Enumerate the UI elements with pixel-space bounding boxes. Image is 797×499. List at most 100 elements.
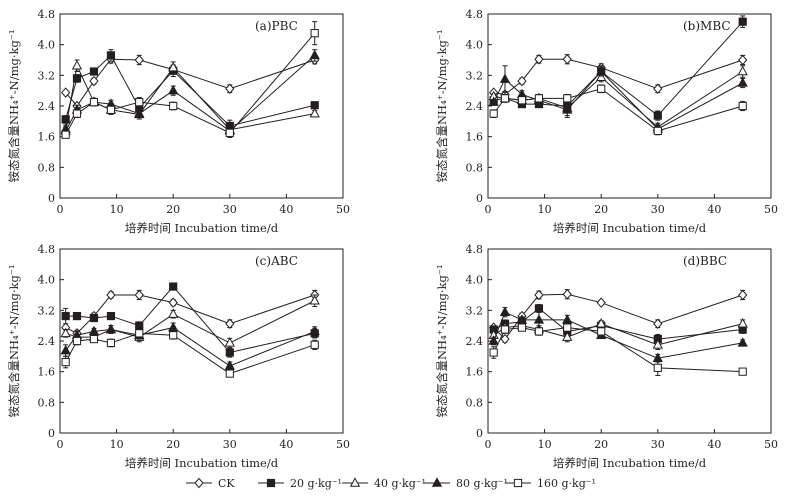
data-point: [499, 306, 511, 316]
x-tick-label: 40: [279, 438, 293, 451]
series-line: [493, 88, 743, 132]
data-point: [61, 130, 70, 139]
series-line: [65, 294, 315, 334]
data-point: [517, 96, 527, 105]
data-point: [168, 84, 179, 95]
data-point: [89, 75, 99, 87]
legend-label: 160 g·kg⁻¹: [537, 477, 596, 490]
data-point: [517, 75, 527, 87]
data-point: [106, 105, 116, 114]
x-tick-label: 0: [57, 438, 64, 451]
data-point: [533, 314, 545, 324]
series-0: [61, 289, 320, 339]
data-point: [516, 314, 528, 324]
legend-label: 40 g·kg⁻¹: [374, 477, 426, 490]
y-tick-label: 0: [48, 427, 55, 440]
x-tick-label: 30: [223, 203, 237, 216]
x-tick-label: 0: [485, 438, 492, 451]
y-tick-label: 4.0: [38, 274, 56, 287]
y-tick-label: 1.6: [466, 366, 484, 379]
data-point: [563, 94, 572, 103]
y-tick-label: 0: [48, 192, 55, 205]
panel-title: (d)BBC: [683, 254, 727, 268]
data-point: [135, 98, 144, 107]
data-point: [737, 65, 748, 76]
y-tick-label: 2.4: [38, 100, 56, 113]
legend-marker: [194, 477, 204, 489]
data-point: [652, 339, 663, 349]
series-1: [61, 49, 319, 133]
y-axis-title: 铵态氮含量NH₄⁺-N/mg·kg⁻¹: [435, 264, 449, 417]
data-point: [653, 111, 662, 120]
series-line: [493, 293, 743, 340]
data-point: [61, 357, 70, 367]
data-point: [89, 98, 99, 107]
x-axis-title: 培养时间 Incubation time/d: [125, 221, 279, 235]
data-point: [562, 104, 573, 114]
data-point: [89, 67, 99, 76]
y-tick-label: 0: [476, 427, 483, 440]
data-point: [562, 288, 572, 300]
y-tick-label: 1.6: [38, 366, 56, 379]
series-line: [65, 327, 315, 367]
data-point: [72, 336, 82, 346]
x-tick-label: 10: [538, 203, 552, 216]
data-point: [169, 331, 178, 340]
x-tick-label: 40: [279, 203, 293, 216]
y-axis-title: 铵态氮含量NH₄⁺-N/mg·kg⁻¹: [7, 29, 21, 182]
plot-frame: [487, 13, 772, 199]
data-point: [309, 49, 320, 60]
series-line: [493, 307, 743, 340]
x-tick-label: 40: [707, 438, 721, 451]
data-point: [534, 327, 544, 336]
data-point: [60, 327, 71, 338]
x-tick-label: 20: [166, 438, 180, 451]
data-point: [106, 51, 116, 60]
data-point: [562, 331, 573, 341]
data-point: [72, 74, 82, 83]
legend-item: 160 g·kg⁻¹: [505, 477, 596, 490]
data-point: [134, 289, 144, 301]
y-tick-label: 3.2: [466, 304, 484, 317]
panel-title: (c)ABC: [255, 254, 298, 268]
data-point: [596, 65, 607, 76]
data-point: [488, 335, 499, 345]
data-point: [134, 54, 144, 66]
data-point: [517, 323, 527, 332]
x-tick-label: 30: [651, 438, 665, 451]
data-point: [169, 101, 178, 111]
data-point: [738, 54, 748, 66]
y-tick-label: 1.6: [466, 131, 484, 144]
data-point: [89, 334, 99, 344]
data-point: [106, 338, 116, 348]
y-tick-label: 4.8: [466, 243, 484, 256]
data-point: [534, 304, 544, 313]
data-point: [738, 289, 748, 301]
data-point: [534, 94, 544, 103]
data-point: [534, 289, 544, 301]
data-point: [738, 17, 747, 26]
data-point: [168, 308, 179, 318]
y-tick-label: 4.8: [38, 243, 56, 256]
data-point: [168, 321, 179, 332]
legend-marker: [431, 477, 443, 487]
data-point: [596, 297, 606, 308]
data-point: [489, 348, 498, 357]
x-axis-title: 培养时间 Incubation time/d: [553, 221, 707, 235]
legend-marker: [266, 478, 276, 488]
data-point: [61, 115, 70, 124]
data-point: [309, 295, 320, 305]
x-tick-label: 50: [336, 203, 350, 216]
data-point: [653, 318, 663, 330]
series-1: [489, 304, 747, 345]
x-tick-label: 20: [594, 438, 608, 451]
series-4: [489, 322, 747, 376]
data-point: [135, 321, 144, 330]
series-line: [493, 58, 743, 96]
series-4: [61, 21, 319, 139]
data-point: [135, 329, 144, 338]
legend-marker: [349, 477, 361, 487]
legend-item: 40 g·kg⁻¹: [342, 477, 426, 490]
data-point: [310, 340, 319, 349]
